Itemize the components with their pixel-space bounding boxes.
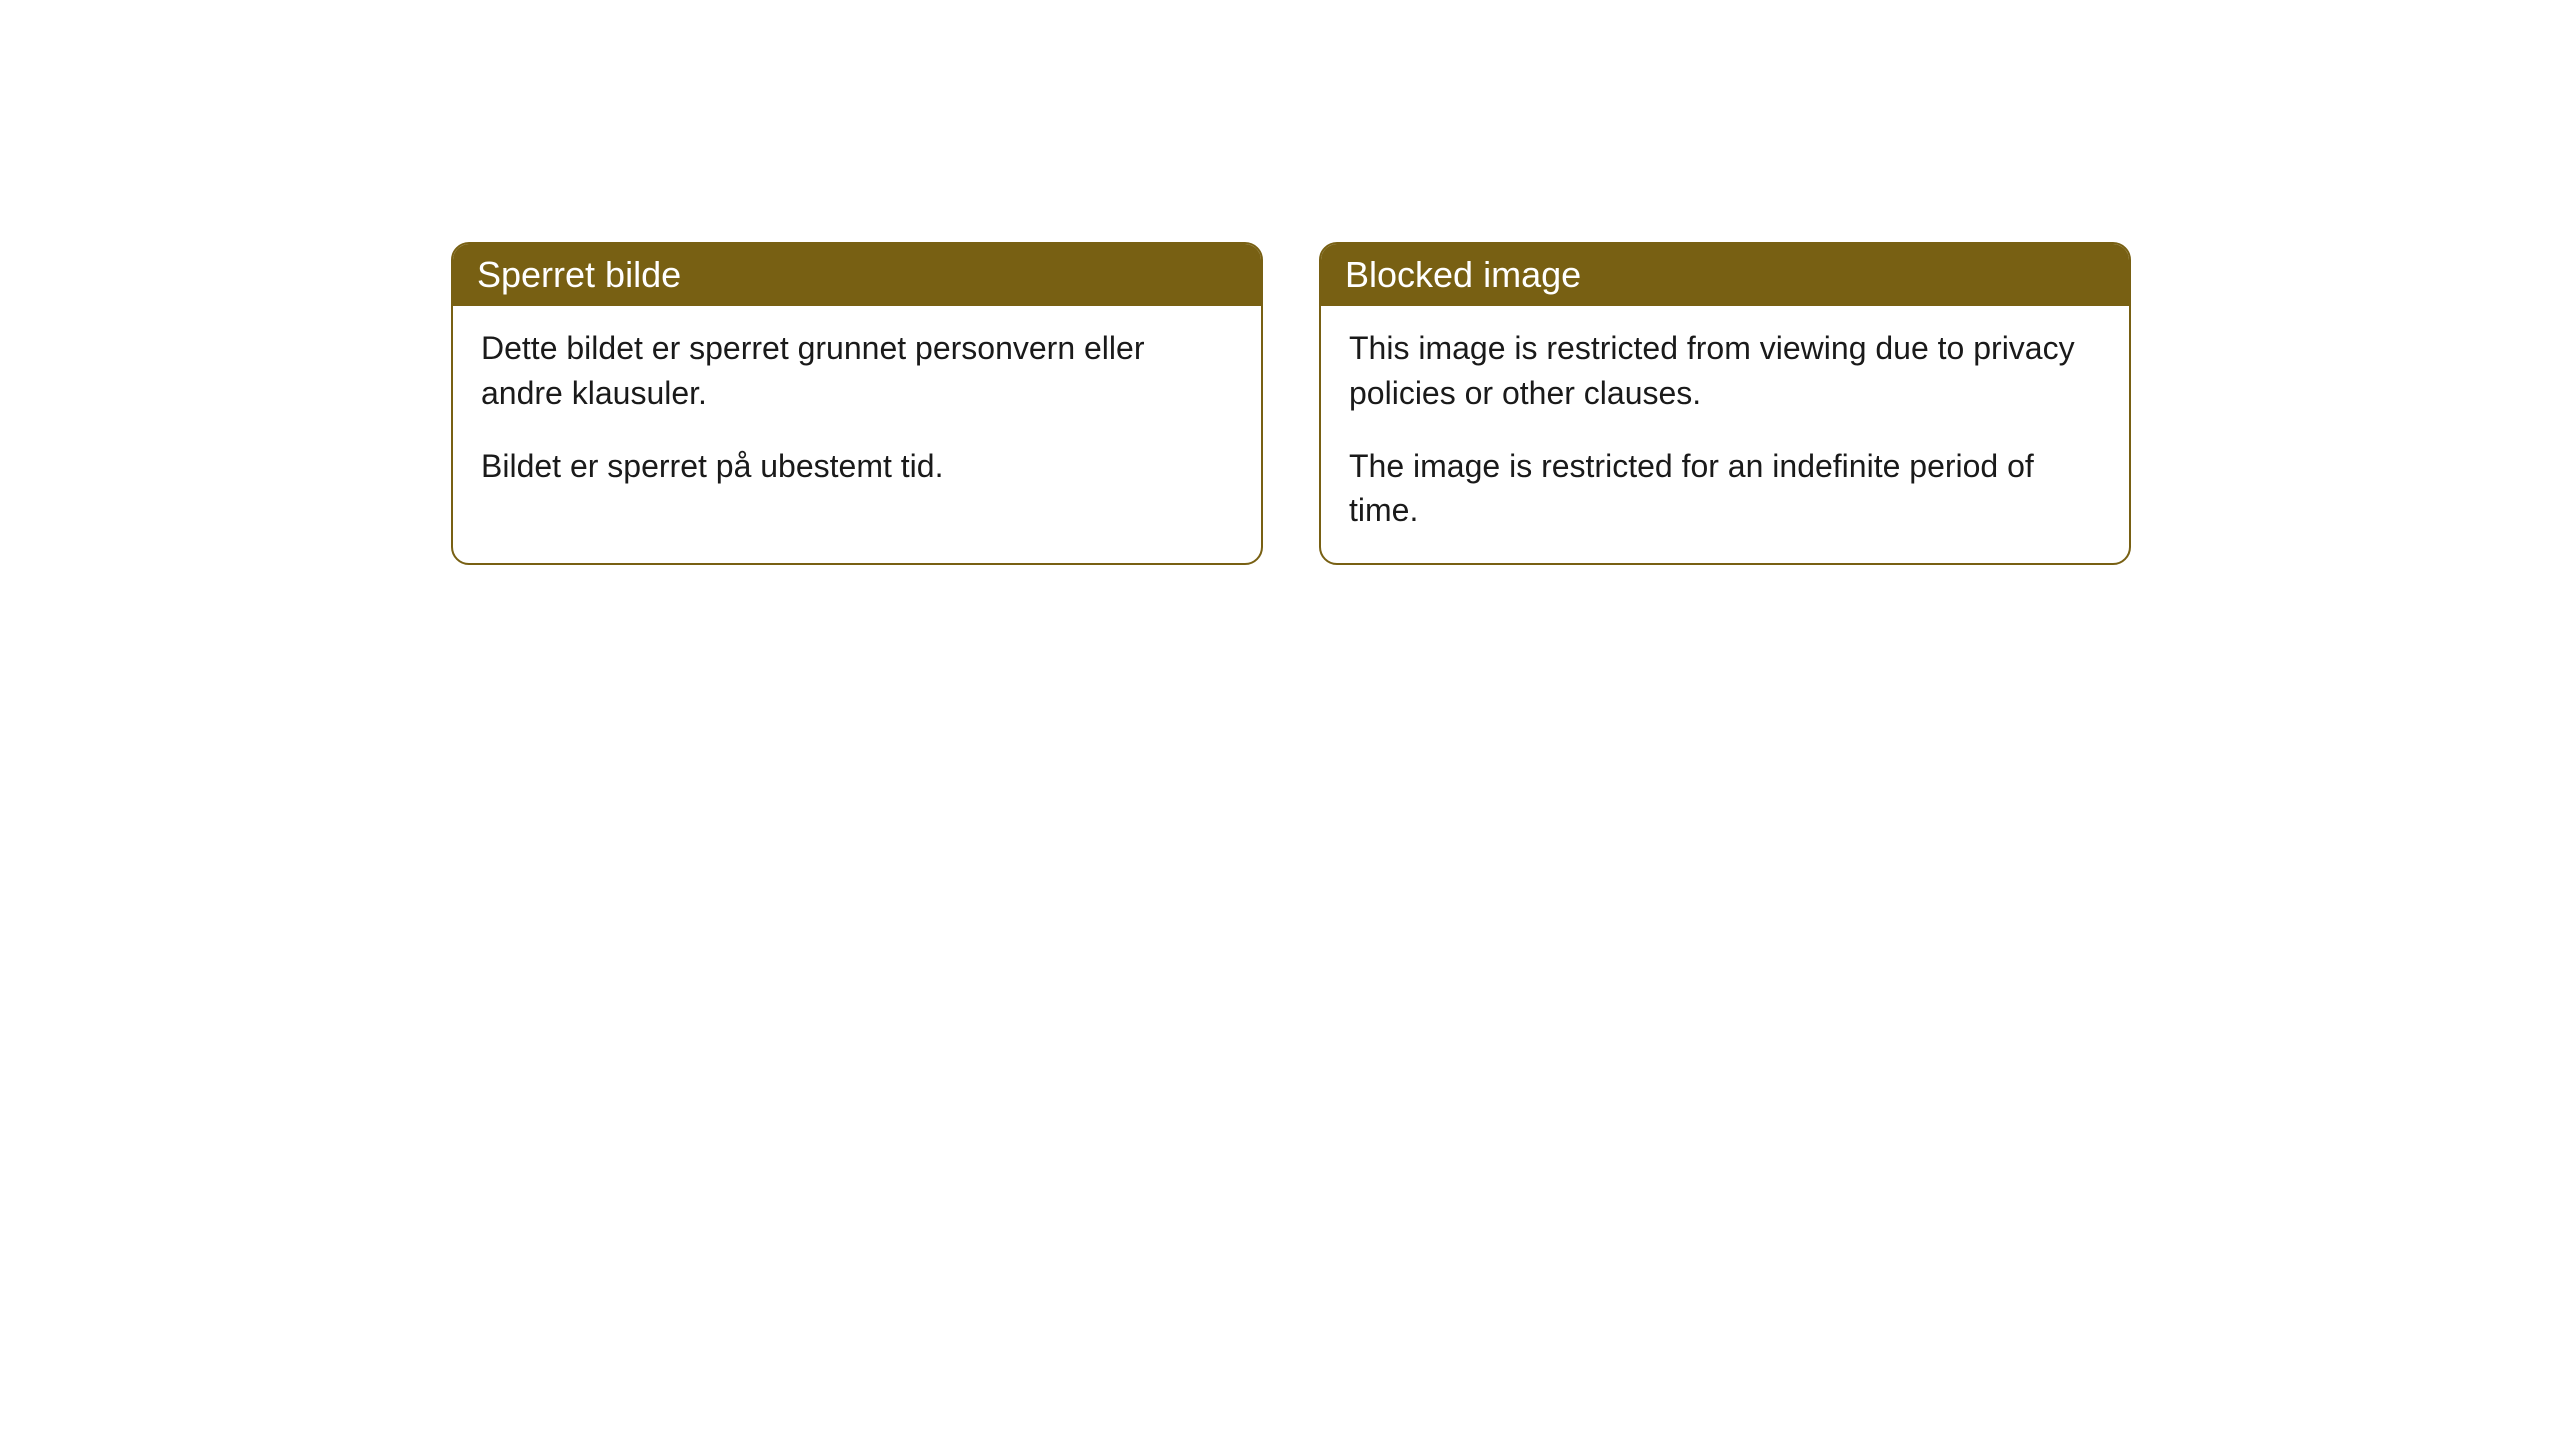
card-body-english: This image is restricted from viewing du… (1321, 306, 2129, 563)
card-body-norwegian: Dette bildet er sperret grunnet personve… (453, 306, 1261, 518)
blocked-image-card-english: Blocked image This image is restricted f… (1319, 242, 2131, 565)
card-title: Sperret bilde (477, 254, 681, 295)
card-paragraph-2: Bildet er sperret på ubestemt tid. (481, 444, 1233, 489)
card-header-english: Blocked image (1321, 244, 2129, 306)
card-paragraph-2: The image is restricted for an indefinit… (1349, 444, 2101, 534)
card-header-norwegian: Sperret bilde (453, 244, 1261, 306)
notice-cards-container: Sperret bilde Dette bildet er sperret gr… (451, 242, 2131, 565)
card-paragraph-1: This image is restricted from viewing du… (1349, 326, 2101, 416)
card-title: Blocked image (1345, 254, 1581, 295)
card-paragraph-1: Dette bildet er sperret grunnet personve… (481, 326, 1233, 416)
blocked-image-card-norwegian: Sperret bilde Dette bildet er sperret gr… (451, 242, 1263, 565)
